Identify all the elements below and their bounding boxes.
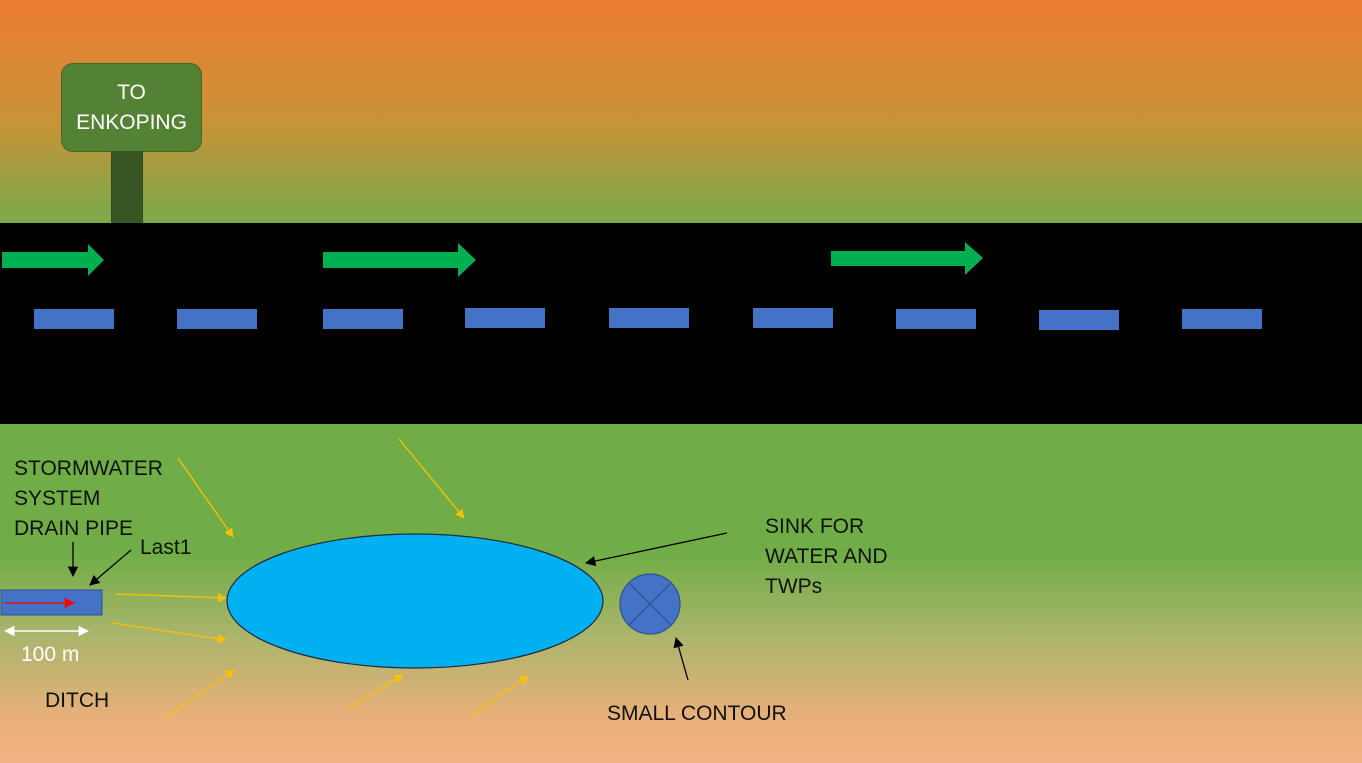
sign-line-2: ENKOPING xyxy=(76,110,187,134)
pointer-arrow xyxy=(89,549,132,586)
lane-marker xyxy=(609,308,689,328)
sink-label: SINK FOR WATER AND TWPs xyxy=(765,515,888,598)
lane-marker xyxy=(753,308,833,328)
road-sign: TO ENKOPING xyxy=(61,63,202,152)
lane-marker xyxy=(1039,310,1119,330)
direction-arrow-icon xyxy=(2,244,104,276)
sign-line-1: TO xyxy=(117,80,146,104)
distance-label: 100 m xyxy=(21,643,80,666)
contour-marker-icon xyxy=(619,573,681,635)
pointer-arrow xyxy=(673,637,689,681)
runoff-arrow xyxy=(114,593,227,603)
ground-field xyxy=(0,424,1362,763)
runoff-arrow xyxy=(112,622,227,644)
runoff-arrow xyxy=(165,669,235,718)
lane-marker xyxy=(1182,309,1262,329)
lane-marker xyxy=(896,309,976,329)
direction-arrow-icon xyxy=(831,242,983,275)
sign-post xyxy=(111,151,143,223)
runoff-arrow xyxy=(348,674,404,709)
direction-arrow-icon xyxy=(323,243,476,277)
small-contour-label: SMALL CONTOUR xyxy=(607,702,787,725)
lane-marker xyxy=(34,309,114,329)
stormwater-label: STORMWATER SYSTEM DRAIN PIPE xyxy=(14,457,163,540)
lane-marker xyxy=(465,308,545,328)
pointer-arrow xyxy=(584,532,728,567)
ditch-label: DITCH xyxy=(45,689,110,712)
lane-marker xyxy=(177,309,257,329)
runoff-arrow xyxy=(470,675,529,717)
runoff-arrow xyxy=(398,438,465,519)
lane-marker xyxy=(323,309,403,329)
last1-label: Last1 xyxy=(140,536,192,559)
runoff-arrow xyxy=(177,457,234,538)
pond xyxy=(226,533,604,669)
